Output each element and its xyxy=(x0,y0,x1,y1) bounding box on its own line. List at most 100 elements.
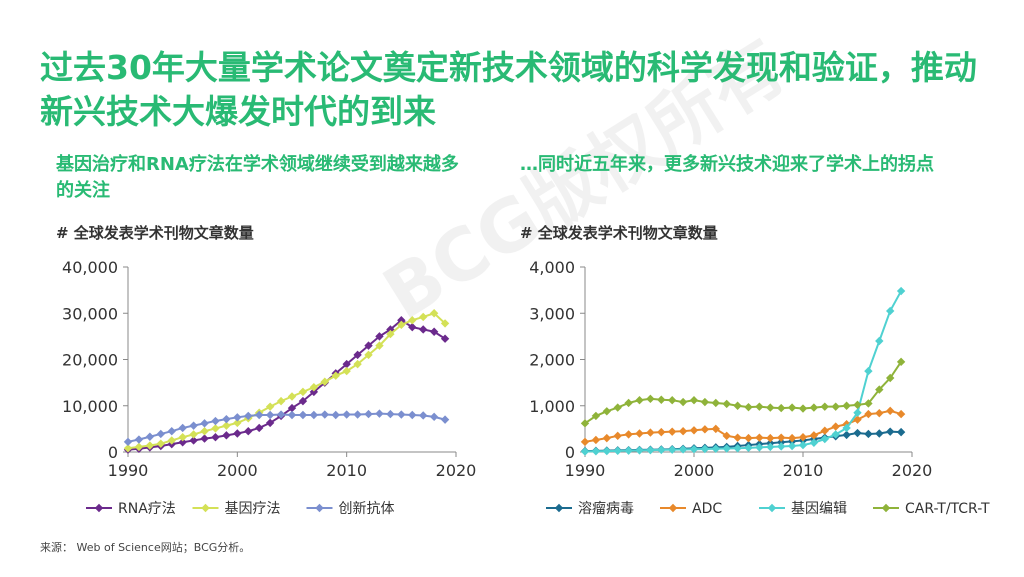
data-point xyxy=(200,426,209,436)
data-point xyxy=(853,428,862,438)
legend-label: ADC xyxy=(692,501,722,517)
data-point xyxy=(222,414,231,424)
data-point xyxy=(809,403,819,412)
data-point xyxy=(668,445,677,454)
data-point xyxy=(419,312,428,322)
data-point xyxy=(809,431,819,440)
data-point xyxy=(580,447,590,456)
left-axis-title: # 全球发表学术刊物文章数量 xyxy=(56,224,254,242)
data-point xyxy=(744,443,753,453)
data-point xyxy=(386,329,395,339)
data-point xyxy=(602,407,611,416)
data-point xyxy=(787,403,797,412)
series-line-基因编辑 xyxy=(584,290,902,453)
data-point xyxy=(689,426,699,435)
source-note: 来源： Web of Science网站；BCG分析。 xyxy=(40,541,251,554)
legend-swatch-marker xyxy=(881,503,891,513)
data-point xyxy=(429,327,439,336)
data-point xyxy=(222,431,231,440)
data-point xyxy=(853,415,862,424)
legend-swatch-marker xyxy=(201,503,210,513)
y-tick-label: 40,000 xyxy=(62,258,118,277)
data-point xyxy=(233,418,242,428)
data-point xyxy=(167,426,176,436)
x-tick-label: 2020 xyxy=(436,461,477,480)
data-point xyxy=(419,411,428,420)
data-point xyxy=(722,431,731,441)
data-point xyxy=(613,446,622,456)
data-point xyxy=(200,434,209,443)
data-point xyxy=(123,444,133,453)
data-point xyxy=(408,322,417,332)
data-point xyxy=(353,359,362,369)
data-point xyxy=(820,434,829,444)
data-point xyxy=(189,430,198,439)
data-point xyxy=(668,427,677,436)
data-point xyxy=(755,443,764,452)
data-point xyxy=(809,438,819,447)
data-point xyxy=(635,396,644,405)
y-tick-label: 3,000 xyxy=(529,304,575,323)
data-point xyxy=(896,427,906,437)
data-point xyxy=(364,350,373,360)
data-point xyxy=(646,445,655,455)
data-point xyxy=(342,410,351,419)
data-point xyxy=(200,419,209,428)
data-point xyxy=(331,410,340,420)
data-point xyxy=(233,429,242,438)
data-point xyxy=(211,424,220,433)
data-point xyxy=(309,410,319,420)
data-point xyxy=(375,332,384,341)
data-point xyxy=(831,402,840,411)
data-point xyxy=(842,401,851,410)
data-point xyxy=(397,320,406,330)
legend-swatch-marker xyxy=(668,503,678,513)
series-line-CAR-T/TCR-T xyxy=(584,361,902,425)
data-point xyxy=(440,319,450,328)
legend-label: 创新抗体 xyxy=(339,501,395,517)
x-tick-label: 2020 xyxy=(892,461,933,480)
data-point xyxy=(831,430,840,439)
y-tick-label: 20,000 xyxy=(62,351,118,370)
data-point xyxy=(875,429,884,438)
right-subtitle: …同时近五年来，更多新兴技术迎来了学术上的拐点 xyxy=(520,154,934,175)
data-point xyxy=(298,387,308,397)
data-point xyxy=(265,402,275,411)
data-point xyxy=(233,413,242,422)
data-point xyxy=(624,446,633,455)
data-point xyxy=(733,433,742,442)
data-point xyxy=(787,433,797,443)
data-point xyxy=(156,439,165,448)
data-point xyxy=(375,341,384,350)
data-point xyxy=(276,410,286,419)
data-point xyxy=(787,441,797,451)
data-point xyxy=(853,408,862,417)
data-point xyxy=(364,341,373,350)
data-point xyxy=(244,426,253,436)
legend-label: CAR-T/TCR-T xyxy=(905,501,990,517)
data-point xyxy=(755,433,764,442)
series-line-ADC xyxy=(584,409,902,443)
y-tick-label: 1,000 xyxy=(529,397,575,416)
data-point xyxy=(886,373,895,383)
data-point xyxy=(298,410,308,420)
data-point xyxy=(123,437,133,447)
data-point xyxy=(156,429,165,439)
data-point xyxy=(613,431,622,441)
x-tick-label: 1990 xyxy=(108,461,149,480)
data-point xyxy=(831,422,840,431)
data-point xyxy=(244,411,253,421)
data-point xyxy=(711,398,720,408)
data-point xyxy=(777,442,786,451)
data-point xyxy=(580,419,590,428)
data-point xyxy=(864,366,873,376)
data-point xyxy=(711,444,720,453)
data-point xyxy=(744,433,753,443)
data-point xyxy=(276,396,286,406)
data-point xyxy=(353,410,362,419)
data-point xyxy=(211,433,220,442)
data-point xyxy=(591,435,601,445)
data-point xyxy=(287,410,297,420)
data-point xyxy=(700,425,710,434)
